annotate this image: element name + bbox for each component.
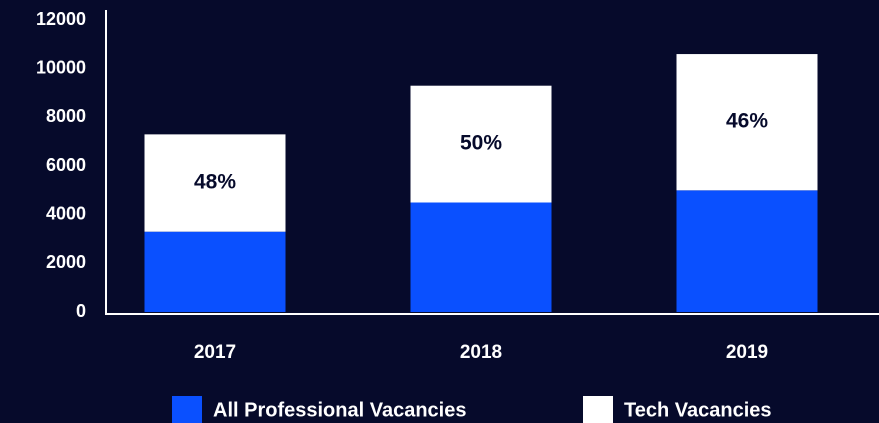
bar-segment [410,85,552,203]
y-tick-label: 0 [76,301,86,321]
bar-segment [676,190,818,312]
bar-segment [410,202,552,312]
annotation: 50% [460,132,502,155]
bar-segment [144,134,286,232]
legend-label: Tech Vacancies [624,399,772,421]
y-tick-label: 10000 [36,57,86,77]
legend-label: All Professional Vacancies [213,399,466,421]
y-tick-label: 2000 [46,252,86,272]
legend-swatch [172,396,202,423]
y-tick-label: 8000 [46,106,86,126]
y-tick-label: 4000 [46,203,86,223]
annotation: 46% [726,110,768,133]
y-tick-label: 6000 [46,155,86,175]
x-tick-label: 2019 [726,342,768,363]
annotation: 48% [194,171,236,194]
x-tick-label: 2018 [460,342,502,363]
x-tick-label: 2017 [194,342,236,363]
bar-segment [676,54,818,191]
bar-segment [144,231,286,312]
legend-swatch [583,396,613,423]
y-tick-label: 12000 [36,9,86,29]
